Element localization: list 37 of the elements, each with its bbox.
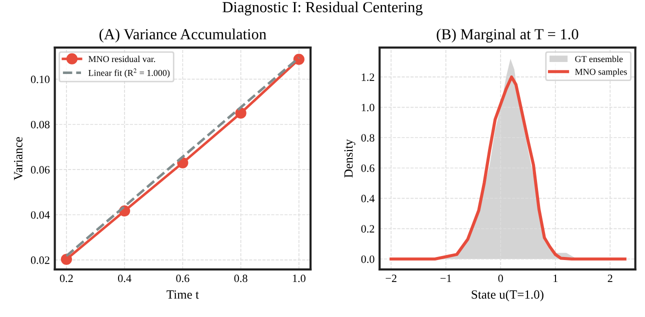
x-tick-label: −2 <box>386 274 396 282</box>
legend-label: Linear fit (R$^{2}$ = 1.000) <box>88 68 170 78</box>
x-tick-label: 0 <box>498 274 503 282</box>
text: Diagnostic I: Residual Centering <box>222 2 423 16</box>
legend-label: MNO residual var. <box>88 56 156 62</box>
y-tick-label: 0.4 <box>361 194 375 202</box>
y-tick-label: 0.0 <box>361 255 374 263</box>
y-tick-label: 0.8 <box>361 134 374 142</box>
chart-title: (B) Marginal at T = 1.0 <box>436 28 578 43</box>
x-tick-label: 1 <box>554 274 558 282</box>
y-axis-title: Density <box>344 139 356 178</box>
chart-title: (A) Variance Accumulation <box>100 28 266 42</box>
x-tick-label: 1.0 <box>292 274 306 282</box>
x-axis-title: State u(T=1.0) <box>472 290 544 302</box>
legend-label: GT ensemble <box>575 56 623 62</box>
y-tick-label: 0.04 <box>30 211 50 219</box>
x-tick-label: 0.8 <box>234 274 248 282</box>
y-tick-label: 0.02 <box>30 256 50 264</box>
legend-label: MNO samples <box>575 68 627 77</box>
y-tick-label: 0.2 <box>361 225 374 233</box>
y-tick-label: 0.10 <box>30 76 50 84</box>
y-tick-label: 1.0 <box>362 104 374 112</box>
y-tick-label: 0.6 <box>361 164 374 172</box>
x-tick-label: −1 <box>440 274 452 282</box>
x-tick-label: 0.4 <box>118 274 132 282</box>
y-tick-label: 1.2 <box>362 73 374 81</box>
point <box>60 254 72 265</box>
point <box>235 108 246 119</box>
x-tick-label: 2 <box>608 274 612 282</box>
x-tick-label: 0.6 <box>176 274 190 282</box>
y-tick-label: 0.06 <box>30 166 50 174</box>
x-axis-title: Time t <box>166 290 199 299</box>
y-axis-title: Variance <box>14 137 22 180</box>
line-series <box>390 75 626 261</box>
y-tick-label: 0.08 <box>30 120 50 128</box>
x-tick-label: 0.2 <box>60 274 73 282</box>
point <box>293 54 304 65</box>
